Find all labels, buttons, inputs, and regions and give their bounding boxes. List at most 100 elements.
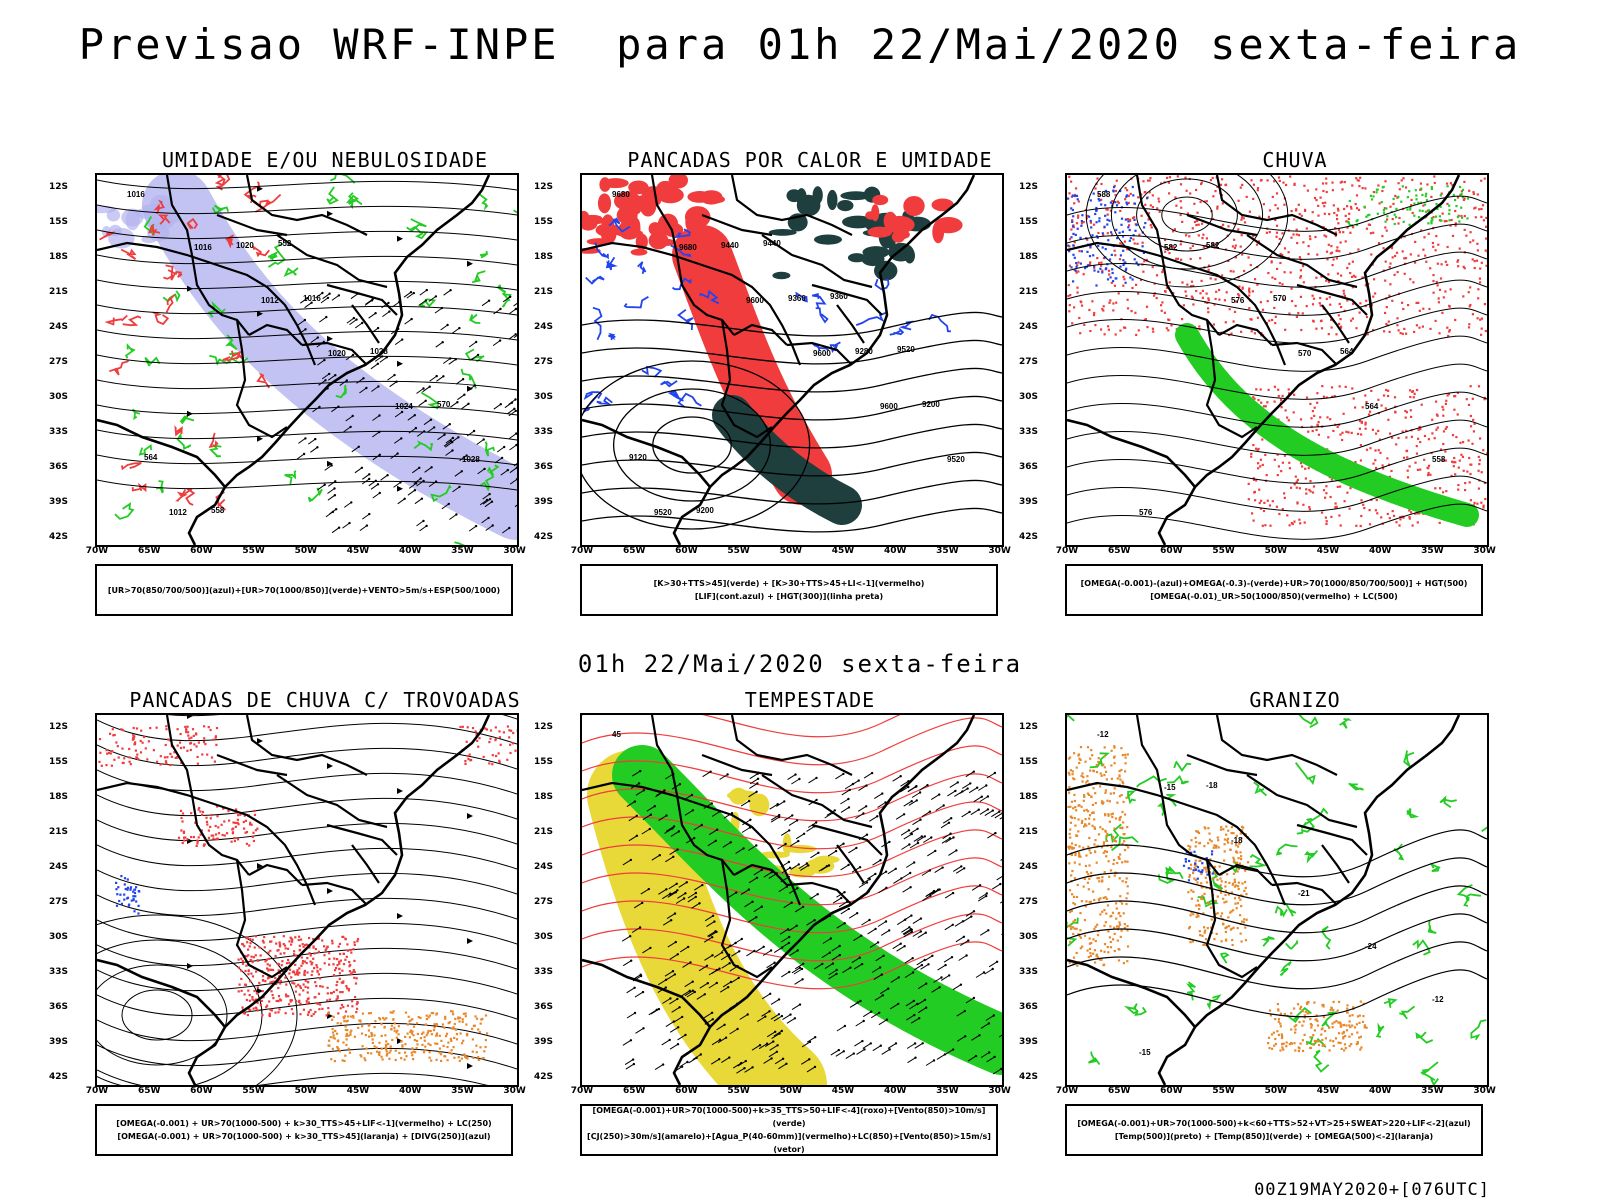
latitude-tick-label: 15S xyxy=(534,217,554,227)
longitude-tick-label: 65W xyxy=(137,1086,161,1096)
latitude-tick-label: 39S xyxy=(534,497,554,507)
latitude-tick-label: 12S xyxy=(534,722,554,732)
latitude-tick-label: 18S xyxy=(1019,252,1039,262)
latitude-tick-label: 42S xyxy=(1019,1072,1039,1082)
latitude-tick-label: 30S xyxy=(49,392,69,402)
longitude-tick-label: 35W xyxy=(936,1086,959,1096)
contour-label: 9520 xyxy=(654,508,672,517)
longitude-tick-label: 45W xyxy=(1316,1086,1340,1096)
forecast-map: 1016 1016 1012 1020 1024 1028 1012 1020 1016 1028… xyxy=(95,173,519,547)
legend-box: [OMEGA(-0.001) + UR>70(1000-500) + k>30_… xyxy=(95,1104,513,1156)
longitude-tick-label: 40W xyxy=(398,546,422,556)
contour-label: -18 xyxy=(1231,836,1243,845)
legend-line: [K>30+TTS>45](verde) + [K>30+TTS>45+LI<-… xyxy=(653,579,925,588)
contour-label: 9280 xyxy=(855,347,873,356)
contour-label: 576 xyxy=(1139,508,1153,517)
latitude-tick-label: 21S xyxy=(534,827,554,837)
latitude-tick-label: 30S xyxy=(534,932,554,942)
contour-label: 1028 xyxy=(462,455,480,464)
contour-label: 9200 xyxy=(922,400,940,409)
legend-line: [LIF](cont.azul) + [HGT(300)](linha pret… xyxy=(694,592,884,601)
contour-label: 552 xyxy=(278,239,292,248)
hail-panel: GRANIZO -12 -15 -18 -21 -24 -12 -15 -18 12S 15S 18S… xyxy=(1019,688,1545,1158)
model-run-footer: 00Z19MAY2020+[076UTC] xyxy=(1254,1180,1490,1200)
contour-label: 564 xyxy=(144,453,158,462)
latitude-tick-label: 33S xyxy=(49,967,69,977)
contour-label: 570 xyxy=(437,400,451,409)
longitude-tick-label: 50W xyxy=(1264,546,1288,556)
contour-label: 9440 xyxy=(721,241,739,250)
longitude-tick-label: 30W xyxy=(1473,1086,1496,1096)
latitude-tick-label: 15S xyxy=(1019,757,1039,767)
longitude-tick-label: 50W xyxy=(779,1086,803,1096)
forecast-map: 9680 9680 9600 9600 9600 9520 9520 9440 9360 9280… xyxy=(580,173,1004,547)
legend-line: [OMEGA(-0.001) + UR>70(1000-500) + k>30_… xyxy=(117,1132,491,1141)
latitude-tick-label: 18S xyxy=(534,792,554,802)
longitude-tick-label: 60W xyxy=(1160,546,1183,556)
latitude-tick-label: 15S xyxy=(1019,217,1039,227)
longitude-tick-label: 35W xyxy=(936,546,959,556)
latitude-tick-label: 15S xyxy=(49,217,69,227)
latitude-tick-label: 12S xyxy=(1019,722,1039,732)
rain-panel: CHUVA 588 582 576 570 564 558 576 582 570 564 12S 15… xyxy=(1019,148,1545,618)
latitude-tick-label: 33S xyxy=(534,427,554,437)
latitude-tick-label: 30S xyxy=(534,392,554,402)
contour-label: -24 xyxy=(1365,942,1377,951)
latitude-tick-label: 30S xyxy=(49,932,69,942)
contour-label: -18 xyxy=(1206,781,1218,790)
longitude-tick-label: 50W xyxy=(779,546,803,556)
latitude-tick-label: 39S xyxy=(49,497,69,507)
latitude-tick-label: 36S xyxy=(1019,462,1039,472)
map-graphic: 1016 1016 1012 1020 1024 1028 1012 1020 1016 1028… xyxy=(97,175,517,545)
latitude-tick-label: 39S xyxy=(49,1037,69,1047)
latitude-tick-label: 27S xyxy=(49,897,69,907)
longitude-tick-label: 70W xyxy=(1055,1086,1079,1096)
contour-label: 1016 xyxy=(194,243,212,252)
longitude-tick-label: 40W xyxy=(1368,1086,1392,1096)
latitude-tick-label: 39S xyxy=(1019,1037,1039,1047)
contour-label: 1016 xyxy=(127,190,145,199)
map-graphic xyxy=(97,715,517,1085)
contour-label: 9600 xyxy=(746,296,764,305)
longitude-tick-label: 55W xyxy=(1212,1086,1235,1096)
forecast-map: -12 -15 -18 -21 -24 -12 -15 -18 xyxy=(1065,713,1489,1087)
latitude-tick-label: 33S xyxy=(1019,967,1039,977)
contour-label: 1012 xyxy=(169,508,187,517)
legend-line: [OMEGA(-0.001)-(azul)+OMEGA(-0.3)-(verde… xyxy=(1080,579,1468,588)
panel-title: TEMPESTADE xyxy=(744,688,876,712)
latitude-tick-label: 15S xyxy=(534,757,554,767)
contour-label: 582 xyxy=(1206,241,1220,250)
legend-box: [K>30+TTS>45](verde) + [K>30+TTS>45+LI<-… xyxy=(580,564,998,616)
contour-label: 9440 xyxy=(763,239,781,248)
map-graphic: 9680 9680 9600 9600 9600 9520 9520 9440 9360 9280… xyxy=(582,175,1002,545)
latitude-tick-label: 42S xyxy=(534,532,554,542)
longitude-tick-label: 65W xyxy=(622,1086,646,1096)
longitude-tick-label: 70W xyxy=(570,546,594,556)
panel-title: UMIDADE E/OU NEBULOSIDADE xyxy=(161,148,489,172)
latitude-tick-label: 12S xyxy=(49,722,69,732)
latitude-tick-label: 15S xyxy=(49,757,69,767)
forecast-map: 588 582 576 570 564 558 576 582 570 564 xyxy=(1065,173,1489,547)
contour-label: 9360 xyxy=(788,294,806,303)
contour-label: 9680 xyxy=(612,190,630,199)
panel-title: PANCADAS DE CHUVA C/ TROVOADAS xyxy=(129,688,521,712)
latitude-tick-label: 42S xyxy=(49,532,69,542)
contour-label: 1024 xyxy=(395,402,413,411)
longitude-tick-label: 40W xyxy=(398,1086,422,1096)
contour-label: 1020 xyxy=(236,241,254,250)
legend-box: [UR>70(850/700/500)](azul)+[UR>70(1000/8… xyxy=(95,564,513,616)
longitude-tick-label: 45W xyxy=(346,546,370,556)
contour-label: -12 xyxy=(1432,995,1444,1004)
legend-line: [Temp(500)](preto) + [Temp(850)](verde) … xyxy=(1114,1132,1434,1141)
longitude-tick-label: 60W xyxy=(675,546,698,556)
panel-title: PANCADAS POR CALOR E UMIDADE xyxy=(627,148,993,172)
legend-box: [OMEGA(-0.001)+UR>70(1000-500)+k>35_TTS>… xyxy=(580,1104,998,1156)
longitude-tick-label: 35W xyxy=(451,1086,474,1096)
latitude-tick-label: 24S xyxy=(49,862,69,872)
thunderstorm-panel: PANCADAS DE CHUVA C/ TROVOADAS 12S 15S 18S 2… xyxy=(49,688,575,1158)
main-title: Previsao WRF-INPE para 01h 22/Mai/2020 s… xyxy=(78,20,1522,69)
contour-label: 1020 xyxy=(328,349,346,358)
longitude-tick-label: 70W xyxy=(570,1086,594,1096)
legend-line: [OMEGA(-0.001)+UR>70(1000-500)+k<60+TTS>… xyxy=(1077,1119,1471,1128)
longitude-tick-label: 70W xyxy=(1055,546,1079,556)
